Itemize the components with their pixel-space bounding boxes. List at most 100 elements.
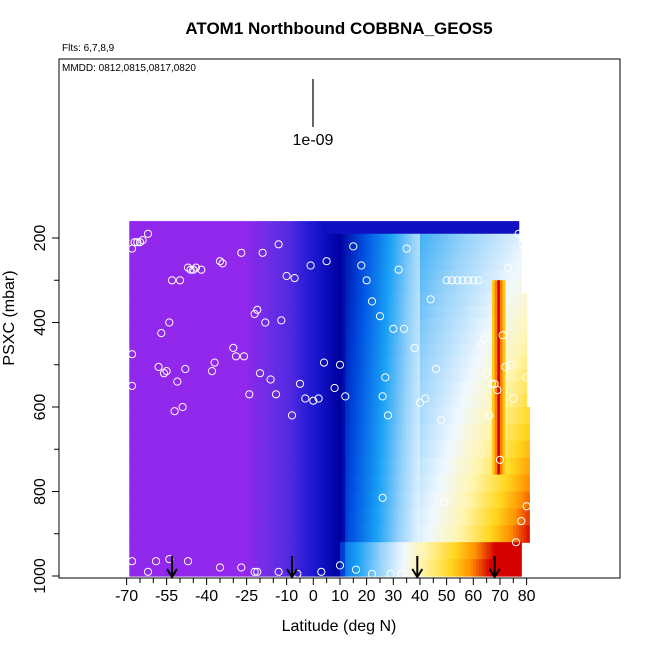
heatmap-cell <box>206 318 210 332</box>
heatmap-cell <box>243 440 248 459</box>
heatmap-cell <box>315 381 320 395</box>
heatmap-cell <box>203 368 208 383</box>
heatmap-cell <box>441 318 445 332</box>
heatmap-cell <box>150 233 154 243</box>
heatmap-cell <box>390 356 394 370</box>
observation-point <box>165 318 174 327</box>
heatmap-cell <box>190 457 194 476</box>
heatmap-cell <box>403 318 408 332</box>
heatmap-cell <box>254 292 258 307</box>
heatmap-cell <box>417 381 421 395</box>
heatmap-cell <box>315 394 320 408</box>
heatmap-cell <box>390 491 394 509</box>
heatmap-cell <box>329 227 333 235</box>
heatmap-cell <box>243 381 248 395</box>
heatmap-cell <box>222 559 226 577</box>
heatmap-cell <box>430 559 434 577</box>
heatmap-cell <box>422 525 426 543</box>
heatmap-cell <box>313 318 317 332</box>
heatmap-cell <box>350 423 354 442</box>
heatmap-cell <box>278 250 282 260</box>
heatmap-cell <box>486 423 490 442</box>
heatmap-cell <box>246 242 250 252</box>
heatmap-cell <box>457 491 461 509</box>
heatmap-cell <box>326 330 330 345</box>
heatmap-cell <box>158 280 162 294</box>
heatmap-cell <box>425 280 429 294</box>
heatmap-cell <box>225 259 229 271</box>
heatmap-cell <box>409 292 413 307</box>
heatmap-cell <box>235 407 240 425</box>
heatmap-cell <box>521 491 525 509</box>
heatmap-cell <box>139 250 144 260</box>
heatmap-cell <box>323 343 328 357</box>
heatmap-cell <box>489 318 493 332</box>
heatmap-cell <box>419 356 424 370</box>
heatmap-cell <box>299 305 304 319</box>
heatmap-cell <box>227 242 232 252</box>
heatmap-cell <box>310 318 314 332</box>
heatmap-cell <box>259 368 264 383</box>
heatmap-cell <box>310 242 314 252</box>
heatmap-cell <box>486 227 490 235</box>
heatmap-cell <box>499 318 504 332</box>
heatmap-cell <box>294 525 298 543</box>
heatmap-cell <box>486 242 490 252</box>
heatmap-cell <box>430 280 434 294</box>
heatmap-cell <box>342 559 346 577</box>
heatmap-cell <box>467 423 472 442</box>
heatmap-cell <box>465 221 469 229</box>
heatmap-cell <box>323 559 328 577</box>
heatmap-cell <box>203 233 208 243</box>
heatmap-cell <box>147 407 152 425</box>
heatmap-cell <box>451 474 456 493</box>
heatmap-cell <box>217 242 221 252</box>
heatmap-cell <box>147 280 152 294</box>
heatmap-cell <box>158 269 162 281</box>
heatmap-cell <box>430 242 434 252</box>
heatmap-cell <box>379 318 384 332</box>
y-tick-label: 400 <box>32 309 49 336</box>
heatmap-cell <box>153 343 157 357</box>
heatmap-cell <box>342 474 346 493</box>
heatmap-cell <box>457 269 461 281</box>
heatmap-cell <box>526 508 530 526</box>
heatmap-cell <box>491 381 496 395</box>
heatmap-cell <box>505 457 509 476</box>
heatmap-cell <box>417 423 421 442</box>
heatmap-cell <box>275 292 280 307</box>
heatmap-cell <box>393 259 397 271</box>
heatmap-cell <box>491 343 496 357</box>
heatmap-cell <box>446 474 450 493</box>
heatmap-cell <box>470 233 474 243</box>
heatmap-cell <box>430 542 434 560</box>
observation-point <box>250 567 259 576</box>
heatmap-cell <box>334 242 338 252</box>
heatmap-cell <box>350 407 354 425</box>
heatmap-cell <box>177 491 181 509</box>
heatmap-cell <box>206 250 210 260</box>
heatmap-cell <box>433 559 437 577</box>
heatmap-cell <box>222 474 226 493</box>
heatmap-cell <box>366 368 370 383</box>
heatmap-cell <box>318 525 322 543</box>
heatmap-cell <box>377 394 381 408</box>
heatmap-cell <box>155 318 160 332</box>
heatmap-cell <box>243 250 248 260</box>
heatmap-cell <box>411 221 416 229</box>
heatmap-cell <box>443 474 448 493</box>
heatmap-cell <box>185 356 189 370</box>
x-tick-label: -10 <box>275 588 298 605</box>
heatmap-cell <box>158 394 162 408</box>
heatmap-cell <box>337 559 341 577</box>
heatmap-cell <box>339 292 344 307</box>
heatmap-cell <box>387 474 392 493</box>
heatmap-cell <box>155 343 160 357</box>
heatmap-cell <box>302 381 306 395</box>
heatmap-cell <box>289 343 293 357</box>
heatmap-cell <box>281 305 285 319</box>
heatmap-cell <box>478 457 482 476</box>
heatmap-cell <box>142 280 146 294</box>
heatmap-cell <box>465 269 469 281</box>
heatmap-cell <box>307 368 312 383</box>
